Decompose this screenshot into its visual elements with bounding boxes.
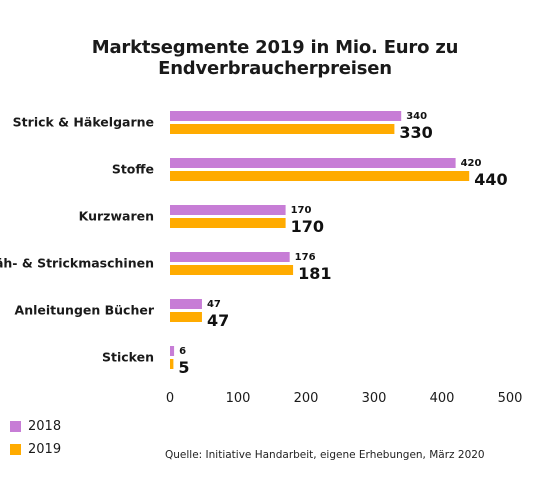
bar-2019 (170, 218, 286, 228)
legend-item-2019: 2019 (10, 442, 61, 457)
data-label-2019: 440 (474, 170, 507, 189)
legend-label-2018: 2018 (28, 419, 62, 434)
bar-2018 (170, 205, 286, 215)
category-label: Kurzwaren (79, 209, 154, 224)
bar-2018 (170, 158, 456, 168)
legend-swatch-2018 (10, 421, 21, 432)
bar-2018 (170, 346, 175, 356)
category-label: Anleitungen Bücher (15, 303, 155, 318)
category-label: Stoffe (112, 162, 154, 177)
x-tick-label: 200 (294, 391, 319, 406)
category-label: Strick & Häkelgarne (13, 115, 154, 130)
bar-2019 (170, 359, 174, 369)
x-tick-label: 500 (498, 391, 523, 406)
legend-label-2019: 2019 (28, 442, 62, 457)
bar-2018 (170, 252, 290, 262)
bar-2019 (170, 171, 470, 181)
x-tick-label: 300 (362, 391, 387, 406)
data-label-2018: 6 (179, 346, 186, 357)
bar-2018 (170, 111, 402, 121)
x-tick-label: 100 (226, 391, 251, 406)
bar-2019 (170, 265, 294, 275)
data-label-2019: 170 (291, 217, 324, 236)
data-label-2018: 176 (295, 252, 316, 263)
data-label-2018: 170 (291, 205, 312, 216)
data-label-2019: 330 (399, 123, 432, 142)
bar-2019 (170, 312, 202, 322)
legend-item-2018: 2018 (10, 419, 61, 434)
category-label: Sticken (102, 350, 154, 365)
category-label: Näh- & Strickmaschinen (0, 256, 154, 271)
x-tick-label: 0 (166, 391, 174, 406)
data-label-2019: 47 (207, 311, 229, 330)
source-note: Quelle: Initiative Handarbeit, eigene Er… (165, 449, 485, 461)
chart-title: Marktsegmente 2019 in Mio. Euro zu Endve… (91, 37, 459, 79)
bar-2019 (170, 124, 395, 134)
data-label-2018: 47 (207, 299, 221, 310)
data-label-2018: 420 (461, 158, 482, 169)
x-tick-label: 400 (430, 391, 455, 406)
legend-swatch-2019 (10, 444, 21, 455)
data-label-2018: 340 (406, 111, 427, 122)
data-label-2019: 5 (178, 358, 189, 377)
data-label-2019: 181 (298, 264, 331, 283)
bar-2018 (170, 299, 202, 309)
